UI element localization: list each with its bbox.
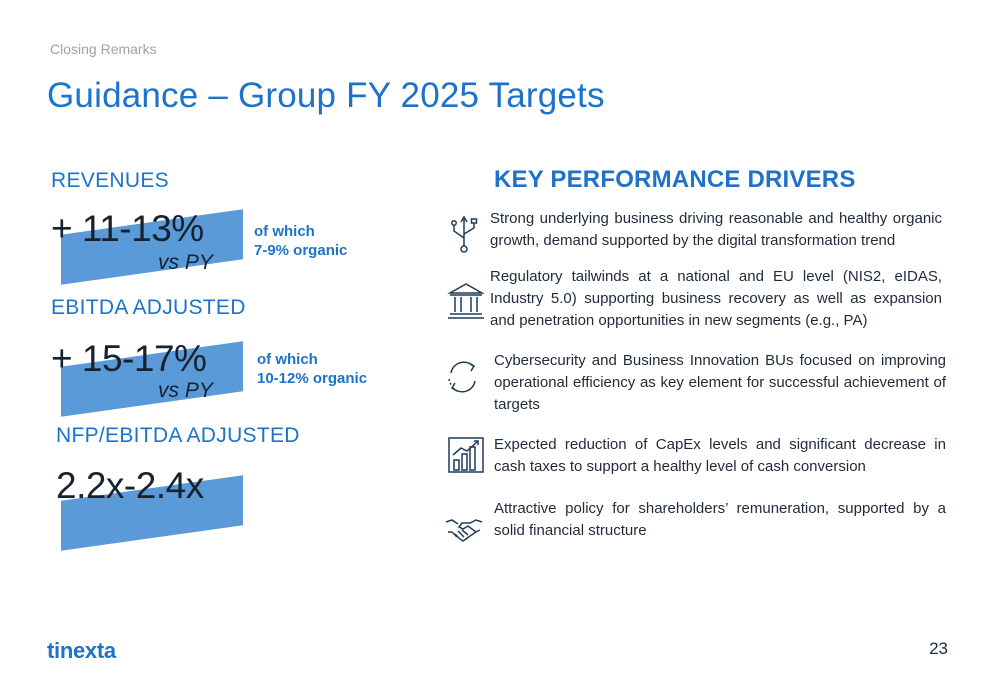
drivers-title: KEY PERFORMANCE DRIVERS (494, 166, 856, 193)
driver-text-4: Expected reduction of CapEx levels and s… (494, 436, 946, 475)
ebitda-comparison: vs PY (158, 379, 213, 402)
revenues-organic-note: of which 7-9% organic (254, 222, 347, 260)
handshake-icon (444, 510, 484, 550)
driver-text-5: Attractive policy for shareholders’ remu… (494, 500, 946, 539)
driver-text-1: Strong underlying business driving reaso… (490, 210, 942, 249)
ebitda-note-line1: of which (257, 351, 318, 368)
page-title: Guidance – Group FY 2025 Targets (47, 76, 605, 115)
growth-chart-icon (446, 435, 486, 475)
usb-network-icon (444, 214, 484, 254)
revenues-comparison: vs PY (158, 251, 213, 274)
driver-text-2: Regulatory tailwinds at a national and E… (490, 268, 942, 329)
ebitda-organic-note: of which 10-12% organic (257, 350, 367, 388)
ebitda-note-line2: 10-12% organic (257, 370, 368, 387)
ebitda-value: + 15-17% (51, 338, 207, 379)
revenues-note-line2: 7-9% organic (254, 242, 348, 259)
company-logo: tinexta (47, 638, 116, 663)
revenues-note-line1: of which (254, 223, 315, 240)
revenues-value: + 11-13% (51, 208, 204, 249)
ebitda-label: EBITDA ADJUSTED (51, 296, 246, 319)
nfp-ebitda-value: 2.2x-2.4x (56, 465, 204, 506)
refresh-cycle-icon (443, 357, 483, 397)
revenues-label: REVENUES (51, 169, 169, 192)
driver-text-3: Cybersecurity and Business Innovation BU… (494, 352, 946, 413)
institution-icon (446, 281, 486, 321)
page-number: 23 (929, 639, 948, 658)
nfp-ebitda-label: NFP/EBITDA ADJUSTED (56, 424, 300, 447)
section-label: Closing Remarks (50, 41, 157, 57)
